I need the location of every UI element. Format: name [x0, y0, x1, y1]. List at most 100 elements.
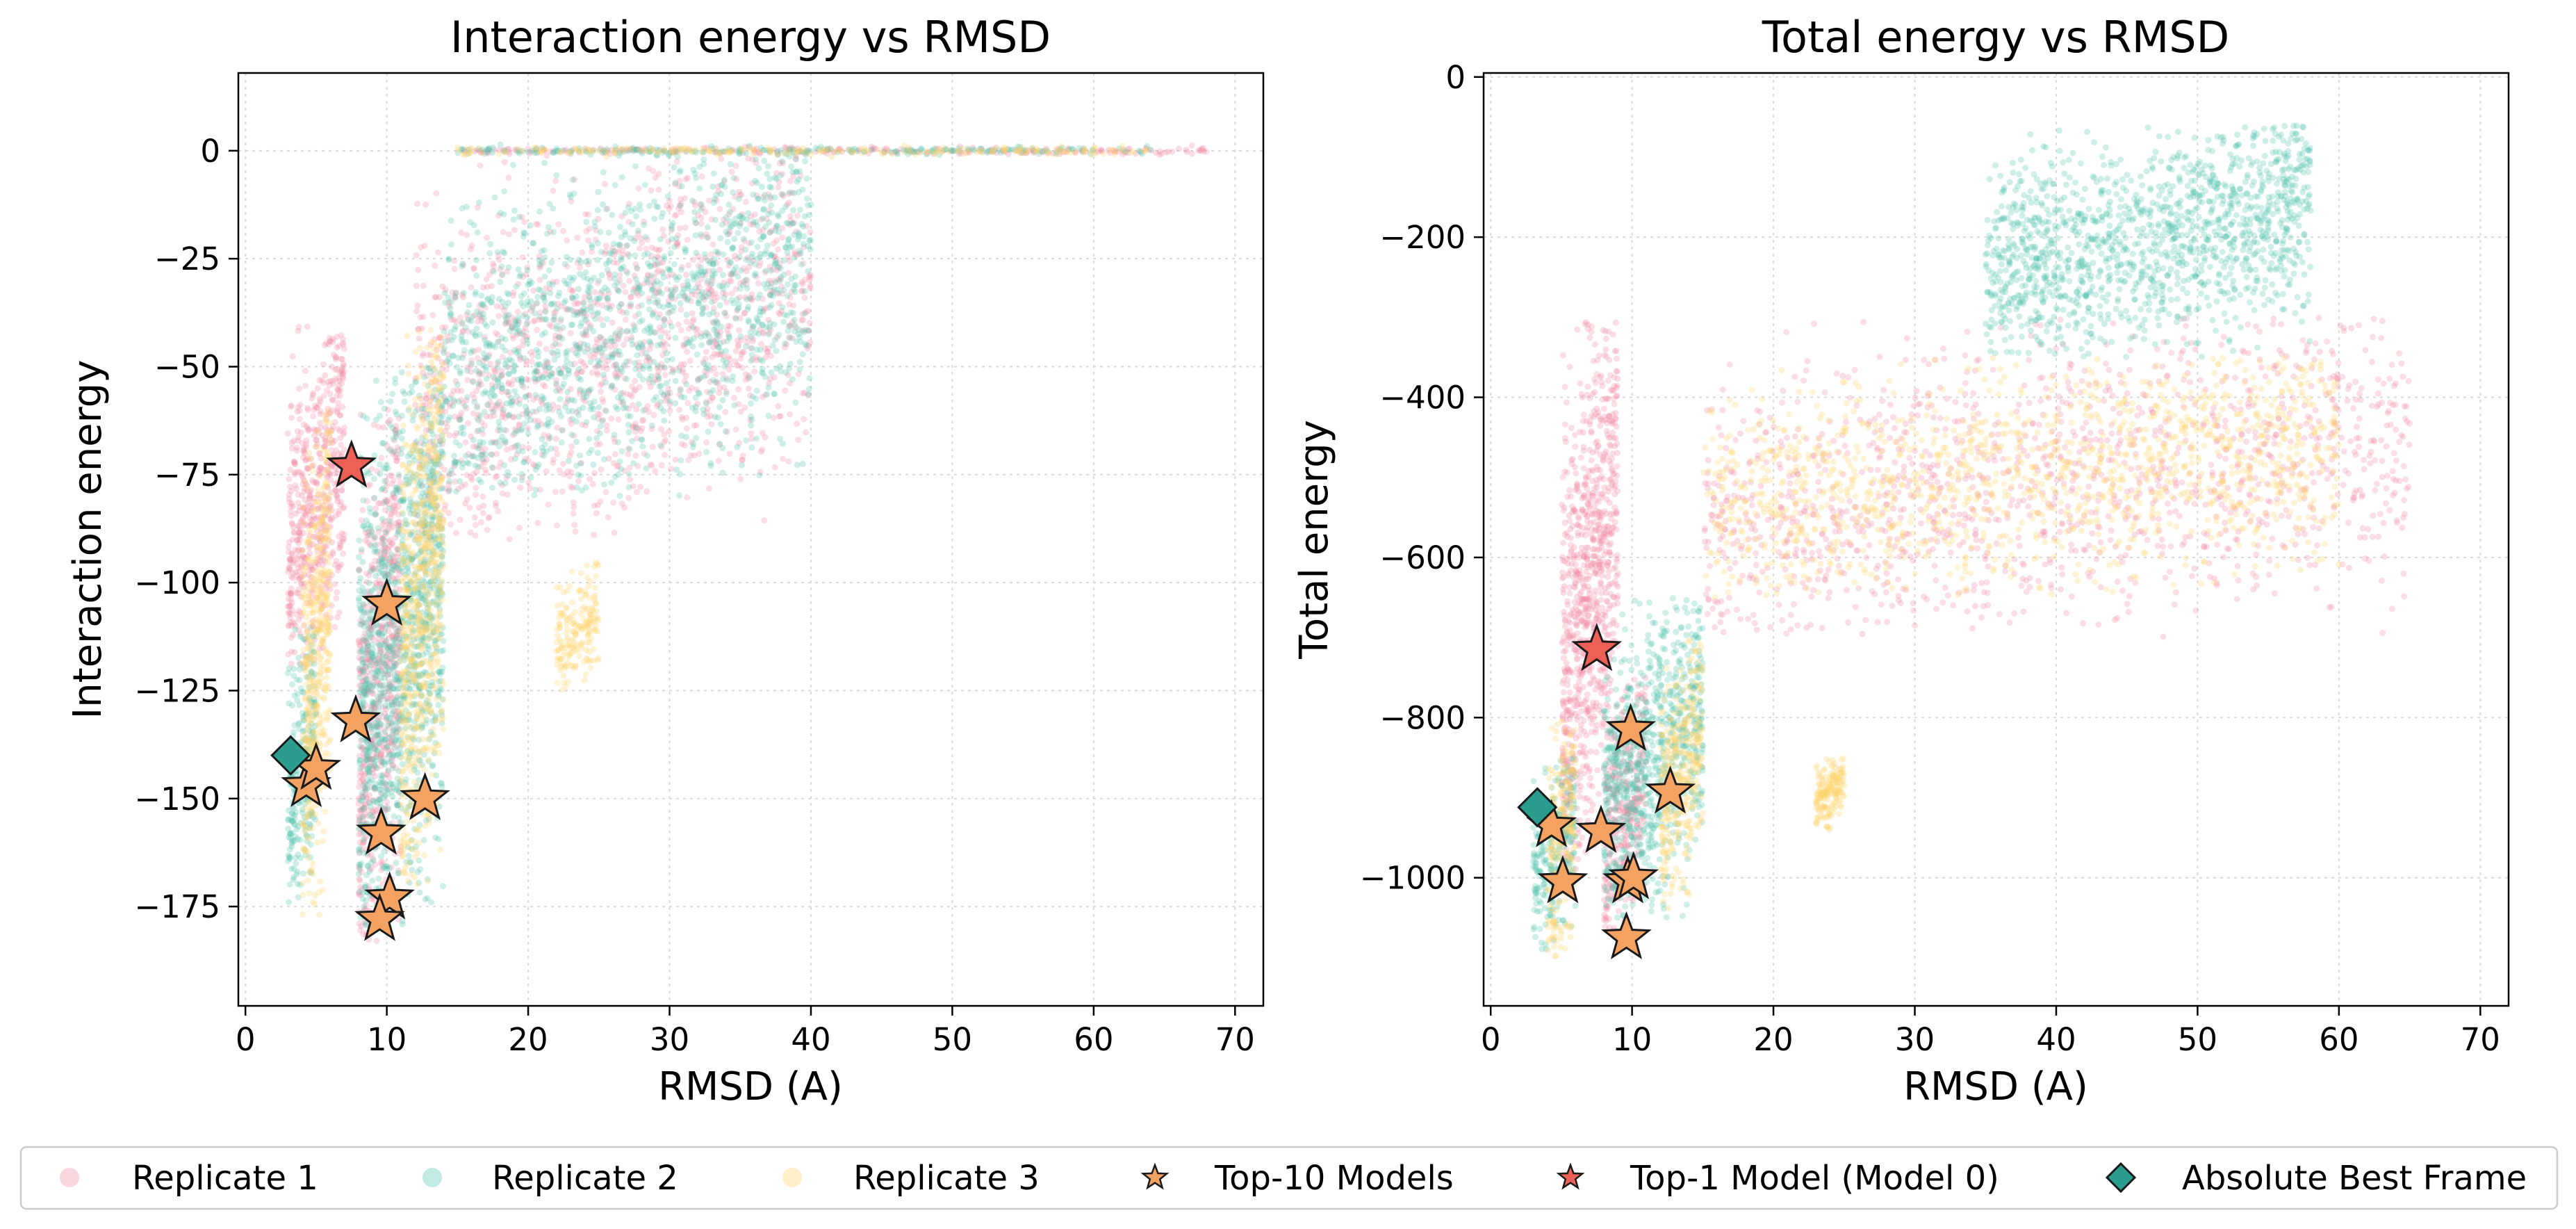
scatter-point: [399, 921, 406, 927]
scatter-point: [596, 441, 603, 448]
scatter-point: [323, 387, 330, 394]
scatter-point: [317, 398, 324, 405]
scatter-point: [295, 434, 302, 441]
scatter-point: [413, 252, 420, 259]
scatter-point: [745, 155, 752, 162]
scatter-point: [392, 375, 399, 382]
scatter-point: [719, 221, 725, 228]
scatter-point: [751, 368, 758, 375]
scatter-point: [314, 385, 321, 392]
scatter-point: [574, 234, 581, 241]
scatter-point: [309, 521, 315, 528]
scatter-point: [795, 437, 802, 443]
scatter-point: [320, 514, 327, 520]
scatter-point: [568, 469, 575, 475]
scatter-point: [804, 195, 811, 202]
scatter-point: [341, 363, 347, 369]
scatter-point: [806, 320, 813, 327]
scatter-point: [782, 387, 789, 394]
scatter-point: [358, 546, 365, 553]
scatter-point: [299, 492, 305, 499]
scatter-point: [327, 409, 334, 416]
scatter-point: [748, 430, 755, 437]
scatter-point: [356, 876, 363, 883]
scatter-point: [473, 272, 480, 279]
scatter-point: [366, 765, 372, 772]
scatter-point: [359, 647, 366, 654]
scatter-point: [359, 507, 366, 514]
scatter-point: [302, 504, 309, 511]
scatter-point: [384, 646, 391, 653]
scatter-point: [739, 364, 746, 371]
scatter-point: [310, 407, 317, 414]
scatter-point: [385, 806, 392, 813]
scatter-point: [590, 461, 597, 468]
scatter-point: [295, 528, 302, 535]
scatter-point: [696, 450, 703, 457]
scatter-point: [598, 316, 605, 323]
scatter-point: [312, 564, 319, 571]
scatter-point: [314, 441, 321, 448]
scatter-point: [296, 701, 303, 708]
scatter-point: [304, 323, 311, 330]
scatter-point: [366, 580, 372, 587]
scatter-point: [300, 583, 307, 590]
scatter-point: [309, 617, 316, 624]
scatter-point: [602, 379, 609, 386]
scatter-point: [289, 353, 296, 359]
scatter-point: [433, 190, 440, 197]
scatter-point: [388, 683, 395, 690]
scatter-point: [362, 922, 369, 929]
scatter-point: [289, 702, 296, 709]
scatter-point: [698, 201, 705, 208]
scatter-point: [636, 245, 643, 252]
scatter-point: [336, 343, 343, 350]
scatter-point: [329, 397, 336, 404]
scatter-point: [306, 492, 313, 499]
scatter-point: [288, 487, 295, 494]
scatter-point: [288, 865, 295, 872]
scatter-point: [329, 514, 336, 521]
scatter-point: [773, 348, 780, 355]
scatter-point: [652, 468, 659, 475]
scatter-point: [492, 503, 499, 510]
scatter-point: [311, 513, 317, 520]
scatter-point: [295, 836, 301, 843]
scatter-point: [486, 514, 493, 521]
scatter-point: [302, 450, 309, 457]
scatter-point: [369, 683, 376, 690]
scatter-point: [552, 178, 559, 184]
scatter-point: [370, 624, 377, 631]
scatter-point: [417, 866, 424, 873]
scatter-point: [317, 464, 324, 471]
scatter-point: [369, 653, 376, 660]
scatter-point: [614, 439, 621, 446]
scatter-point: [333, 557, 340, 564]
scatter-point: [357, 575, 364, 582]
scatter-point: [327, 553, 334, 560]
scatter-point: [286, 602, 293, 609]
scatter-point: [406, 505, 413, 512]
scatter-point: [329, 439, 336, 446]
scatter-point: [611, 432, 618, 439]
scatter-point: [295, 324, 302, 330]
scatter-point: [753, 435, 760, 442]
scatter-point: [340, 336, 347, 343]
scatter-point: [300, 505, 307, 512]
scatter-point: [286, 566, 293, 573]
scatter-point: [363, 757, 370, 764]
scatter-point: [648, 422, 655, 429]
scatter-point: [315, 401, 322, 408]
scatter-point: [579, 249, 586, 256]
scatter-point: [378, 853, 384, 860]
scatter-point: [429, 311, 436, 318]
scatter-point: [328, 462, 335, 469]
scatter-point: [284, 603, 291, 610]
scatter-point: [488, 282, 495, 289]
scatter-point: [372, 511, 379, 518]
scatter-point: [639, 376, 646, 383]
scatter-point: [335, 400, 342, 407]
scatter-point: [628, 383, 635, 390]
scatter-point: [339, 538, 346, 545]
scatter-point: [302, 555, 309, 562]
